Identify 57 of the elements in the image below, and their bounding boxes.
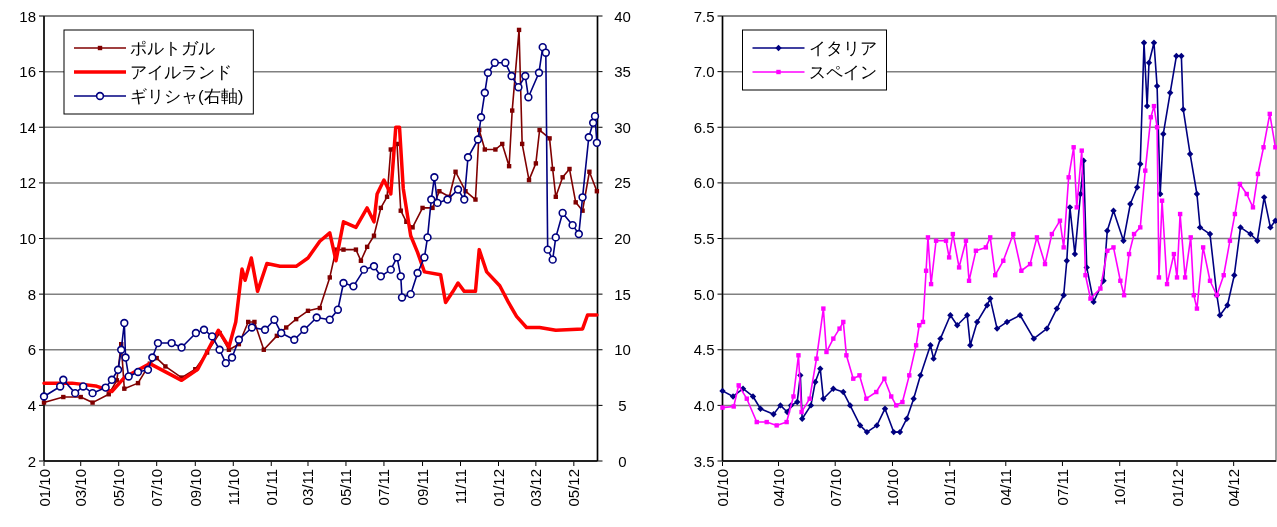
y-tick-label: 16: [19, 63, 36, 81]
y-tick-label: 4: [27, 396, 36, 414]
y2-tick-label: 15: [614, 285, 631, 303]
x-tick-label: 11/10: [224, 469, 242, 506]
y-tick-label: 6: [27, 341, 36, 359]
y-tick-label: 5.5: [693, 230, 715, 247]
y2-tick-label: 40: [614, 7, 631, 25]
y-tick-label: 3.5: [693, 452, 715, 470]
y-tick-label: 8: [27, 285, 36, 303]
y2-tick-label: 30: [614, 118, 631, 136]
legend-label: スペイン: [808, 63, 877, 82]
x-tick-label: 07/10: [826, 469, 844, 507]
y-tick-label: 7.5: [693, 7, 715, 25]
x-tick-label: 04/10: [770, 469, 788, 507]
y-tick-label: 14: [19, 118, 36, 136]
x-tick-label: 01/10: [35, 469, 53, 507]
y-tick-label: 4.5: [693, 341, 715, 359]
y-tick-label: 5.0: [693, 285, 715, 303]
y-tick-label: 2: [27, 452, 36, 470]
legend-label: ギリシャ(右軸): [130, 87, 244, 106]
y-tick-label: 10: [19, 230, 36, 247]
x-tick-label: 09/11: [414, 469, 432, 506]
x-tick-label: 01/11: [262, 469, 280, 506]
x-tick-label: 10/10: [883, 469, 901, 507]
x-tick-label: 01/11: [941, 469, 959, 506]
x-tick-label: 09/10: [186, 469, 204, 507]
y-tick-label: 18: [19, 7, 36, 25]
x-tick-label: 01/12: [490, 469, 508, 507]
y2-tick-label: 25: [614, 174, 631, 192]
x-tick-label: 05/11: [337, 469, 355, 506]
y2-tick-label: 10: [614, 341, 631, 359]
y-tick-label: 6.5: [693, 118, 715, 136]
x-tick-label: 10/11: [1111, 469, 1129, 506]
y2-tick-label: 0: [618, 452, 627, 470]
y-tick-label: 6.0: [693, 174, 715, 192]
x-tick-label: 07/11: [375, 469, 393, 506]
x-tick-label: 01/10: [714, 469, 731, 507]
y-tick-label: 12: [19, 174, 36, 192]
y2-tick-label: 35: [614, 63, 631, 81]
x-tick-label: 04/11: [997, 469, 1015, 506]
y2-tick-label: 20: [614, 230, 631, 247]
y-tick-label: 7.0: [693, 63, 715, 81]
x-tick-label: 01/12: [1168, 469, 1186, 507]
x-tick-label: 07/10: [148, 469, 166, 507]
x-tick-label: 03/12: [527, 469, 545, 507]
y2-tick-label: 5: [618, 396, 627, 414]
x-tick-label: 05/10: [110, 469, 128, 507]
legend-label: ポルトガル: [130, 39, 215, 58]
y-tick-label: 4.0: [693, 396, 715, 414]
x-tick-label: 07/11: [1053, 469, 1071, 506]
x-tick-label: 04/12: [1225, 469, 1243, 507]
x-tick-label: 03/11: [299, 469, 317, 506]
x-tick-label: 05/12: [565, 469, 583, 507]
x-tick-label: 11/11: [452, 469, 470, 505]
x-tick-label: 03/10: [72, 469, 90, 507]
legend-label: アイルランド: [130, 63, 232, 82]
legend-label: イタリア: [808, 39, 877, 58]
